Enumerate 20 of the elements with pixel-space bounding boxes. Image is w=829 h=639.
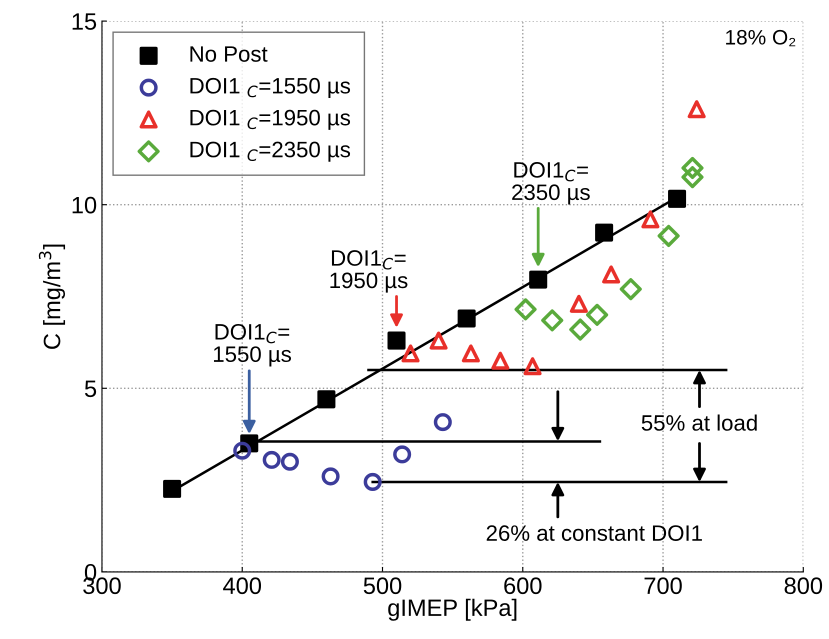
- x-tick-label: 800: [784, 577, 822, 594]
- legend-label: DOI1 $_{C}$=1550 µs: [190, 78, 350, 98]
- x-tick-label: 700: [644, 577, 682, 594]
- annotation: 55% at load: [642, 414, 757, 431]
- annotation: DOI1$_{C}$= 1550 µs: [214, 324, 292, 366]
- y-tick-label: 15: [72, 13, 96, 30]
- annotation: 26% at constant DOI1: [486, 525, 702, 541]
- x-tick-label: 600: [504, 577, 542, 594]
- legend-label: No Post: [190, 46, 268, 62]
- x-axis-title: gIMEP [kPa]: [388, 598, 516, 621]
- y-tick-label: 5: [84, 380, 96, 398]
- x-tick-label: 400: [223, 577, 262, 594]
- annotation: DOI1$_{C}$= 1950 µs: [330, 250, 408, 293]
- y-tick-label: 10: [72, 196, 96, 214]
- x-tick-label: 500: [364, 577, 402, 594]
- y-axis-title: C [mg/m$^{3}$]: [38, 244, 66, 349]
- annotation: 18% O₂: [726, 30, 796, 46]
- annotation: DOI1$_{C}$= 2350 µs: [512, 162, 590, 205]
- legend-label: DOI1 $_{C}$=2350 µs: [190, 142, 350, 162]
- legend-label: DOI1 $_{C}$=1950 µs: [190, 110, 350, 130]
